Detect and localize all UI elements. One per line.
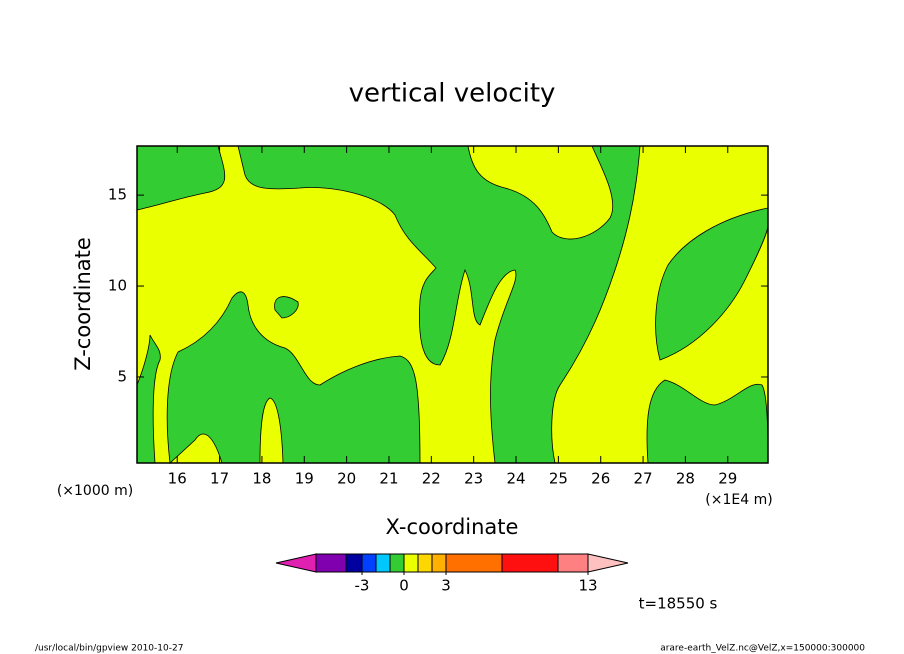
y-axis-title: Z-coordinate — [71, 237, 95, 371]
colorbar-cell — [587, 553, 629, 573]
footer-right: arare-earth_VelZ.nc@VelZ,x=150000:300000 — [660, 644, 865, 654]
colorbar-cell — [431, 553, 447, 573]
x-tick-label: 16 — [168, 470, 187, 488]
contour-region — [274, 296, 299, 319]
contour-region — [646, 379, 769, 464]
colorbar-cell — [557, 553, 589, 573]
colorbar-tick-label: 3 — [441, 577, 451, 595]
x-tick-label: 19 — [295, 470, 314, 488]
contour-region — [655, 207, 769, 361]
x-tick-label: 23 — [464, 470, 483, 488]
x-tick-label: 24 — [506, 470, 525, 488]
x-tick-label: 21 — [379, 470, 398, 488]
x-tick-label: 26 — [591, 470, 610, 488]
colorbar-cell — [403, 553, 419, 573]
colorbar-tick-label: 13 — [578, 577, 597, 595]
colorbar-cell — [375, 553, 391, 573]
plot-frame — [136, 145, 769, 464]
x-tick-label: 29 — [718, 470, 737, 488]
x-tick-label: 25 — [549, 470, 568, 488]
colorbar-cell — [345, 553, 363, 573]
contour-region — [237, 145, 641, 464]
y-tick-label: 10 — [108, 277, 127, 295]
footer-left: /usr/local/bin/gpview 2010-10-27 — [35, 644, 183, 654]
plot-area — [136, 145, 769, 464]
colorbar-cell — [389, 553, 405, 573]
x-tick-label: 17 — [210, 470, 229, 488]
colorbar-tick-label: 0 — [399, 577, 409, 595]
contour-region — [136, 145, 226, 211]
y-unit-label: (×1000 m) — [57, 483, 133, 499]
x-axis-title: X-coordinate — [386, 515, 519, 539]
colorbar-cell — [501, 553, 559, 573]
x-unit-label: (×1E4 m) — [705, 492, 772, 508]
contour-region — [166, 291, 421, 464]
time-label: t=18550 s — [639, 595, 718, 613]
x-tick-label: 22 — [422, 470, 441, 488]
colorbar-cell — [361, 553, 377, 573]
chart-title: vertical velocity — [349, 79, 556, 109]
x-tick-label: 20 — [337, 470, 356, 488]
y-tick-label: 5 — [117, 367, 127, 385]
colorbar-cell — [445, 553, 503, 573]
colorbar-cell — [315, 553, 347, 573]
colorbar-cell — [275, 553, 317, 573]
colorbar-tick-label: -3 — [355, 577, 370, 595]
x-tick-label: 18 — [252, 470, 271, 488]
x-tick-label: 27 — [634, 470, 653, 488]
x-tick-label: 28 — [676, 470, 695, 488]
contour-region — [136, 334, 161, 464]
colorbar-cell — [417, 553, 433, 573]
y-tick-label: 15 — [108, 186, 127, 204]
